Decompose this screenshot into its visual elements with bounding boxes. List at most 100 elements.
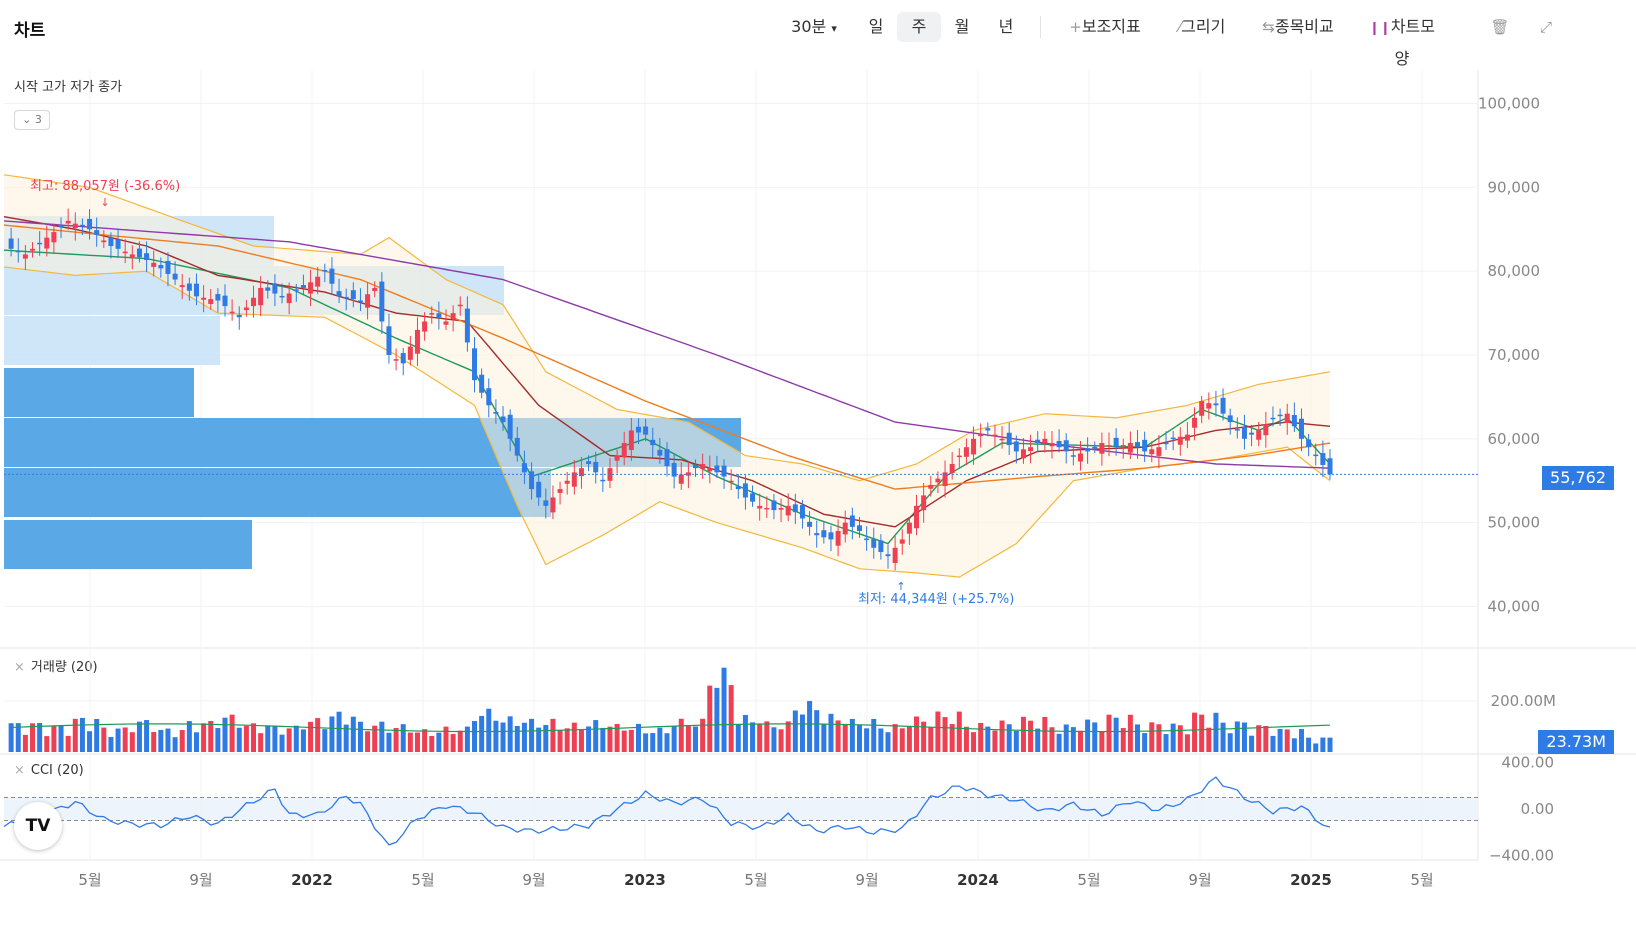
interval-dropdown[interactable]: 30분 ▾ (786, 12, 842, 42)
candle-body (949, 463, 955, 474)
volume-bar (251, 723, 257, 752)
close-icon[interactable]: × (14, 763, 25, 778)
cci-band (4, 797, 1478, 821)
candle-body (1327, 458, 1333, 475)
volume-bar (144, 720, 150, 752)
time-tick-label: 5월 (744, 871, 767, 889)
candle-body (849, 515, 855, 527)
candle-body (935, 478, 941, 483)
candle-body (1227, 415, 1233, 423)
compare-button[interactable]: ⇆종목비교 (1258, 12, 1338, 42)
volume-bar (1241, 722, 1247, 752)
candle-body (336, 291, 342, 297)
volume-bar (557, 730, 563, 752)
candle-body (30, 248, 36, 251)
high-marker: ↓ (100, 196, 109, 209)
volume-bar (1270, 735, 1276, 752)
time-tick-label: 9월 (1188, 871, 1211, 889)
candle-body (856, 525, 862, 532)
candle-body (136, 248, 142, 258)
candle-body (201, 297, 207, 300)
volume-bar (108, 736, 114, 752)
volume-bar (899, 728, 905, 752)
volume-bar (1149, 722, 1155, 752)
candle-body (87, 218, 93, 230)
volume-bar (372, 725, 378, 752)
volume-bar (643, 733, 649, 752)
volume-bar (600, 727, 606, 752)
period-year[interactable]: 년 (998, 17, 1014, 36)
volume-bar (58, 725, 64, 752)
volume-bar (1006, 724, 1012, 752)
volume-bar (329, 716, 335, 752)
candle-body (1042, 438, 1048, 444)
volume-bar (1192, 712, 1198, 752)
volume-bar (1313, 743, 1319, 752)
volume-bar (906, 727, 912, 752)
candle-body (251, 297, 257, 307)
candle-body (728, 480, 734, 483)
candle-body (472, 348, 478, 381)
candle-body (1113, 437, 1119, 448)
volume-bar (79, 717, 85, 752)
volume-bar (507, 716, 513, 752)
volume-bar (1249, 735, 1255, 752)
volume-bar (115, 728, 121, 752)
candle-body (186, 283, 192, 291)
toolbar-divider (1040, 16, 1041, 38)
period-month[interactable]: 월 (954, 17, 970, 36)
candle-body (108, 237, 114, 247)
candle-body (842, 522, 848, 535)
candle-body (921, 495, 927, 511)
volume-bar (165, 728, 171, 752)
period-week[interactable]: 주 (897, 12, 941, 42)
delete-button[interactable]: 🗑 (1486, 12, 1514, 42)
volume-bar (1234, 721, 1240, 752)
draw-button[interactable]: ⁄그리기 (1168, 12, 1236, 42)
period-day[interactable]: 일 (868, 17, 884, 36)
volume-ma-line (11, 723, 1331, 733)
compare-arrows-icon: ⇆ (1262, 18, 1275, 36)
candle-body (643, 426, 649, 435)
candle-body (8, 238, 14, 249)
volume-bar (400, 724, 406, 752)
volume-bar (721, 667, 727, 752)
volume-bar (1291, 738, 1297, 752)
candle-body (350, 290, 356, 300)
axes: 40,000 50,000 60,000 70,000 80,000 90,000 100,… (78, 95, 1556, 889)
volume-bar (193, 732, 199, 752)
candle-body (971, 438, 977, 455)
candle-body (72, 223, 78, 229)
pencil-icon: ⁄ (1178, 18, 1182, 36)
chart-style-button[interactable]: ❙❙차트모양 (1362, 12, 1442, 68)
volume-bar (479, 715, 485, 752)
volume-profile-bar (4, 468, 551, 517)
candle-body (586, 461, 592, 464)
price-tick-label: 100,000 (1478, 95, 1540, 113)
candle-body (1170, 437, 1176, 440)
volume-profile-bar (4, 316, 220, 365)
volume-bar (586, 726, 592, 752)
time-tick-label: 2024 (957, 871, 999, 889)
candle-body (1056, 440, 1062, 448)
volume-bar (30, 723, 36, 752)
candle-body (1213, 403, 1219, 406)
indicators-button[interactable]: +보조지표 (1064, 12, 1146, 42)
volume-bar (279, 734, 285, 752)
close-icon[interactable]: × (14, 660, 25, 675)
volume-bar (272, 725, 278, 752)
volume-bar (650, 733, 656, 752)
price-tick-label: 90,000 (1488, 178, 1541, 196)
volume-bar (1085, 719, 1091, 752)
volume-bar (963, 726, 969, 752)
candle-body (265, 287, 271, 291)
volume-bar (971, 732, 977, 752)
candle-body (393, 359, 399, 361)
volume-bar (243, 725, 249, 752)
fullscreen-button[interactable]: ⤢ (1532, 12, 1560, 42)
volume-bar (1284, 729, 1290, 752)
indicator-toggle[interactable]: ⌄ 3 (14, 110, 50, 130)
indicators-label: 보조지표 (1081, 17, 1141, 36)
candle-body (450, 313, 456, 320)
